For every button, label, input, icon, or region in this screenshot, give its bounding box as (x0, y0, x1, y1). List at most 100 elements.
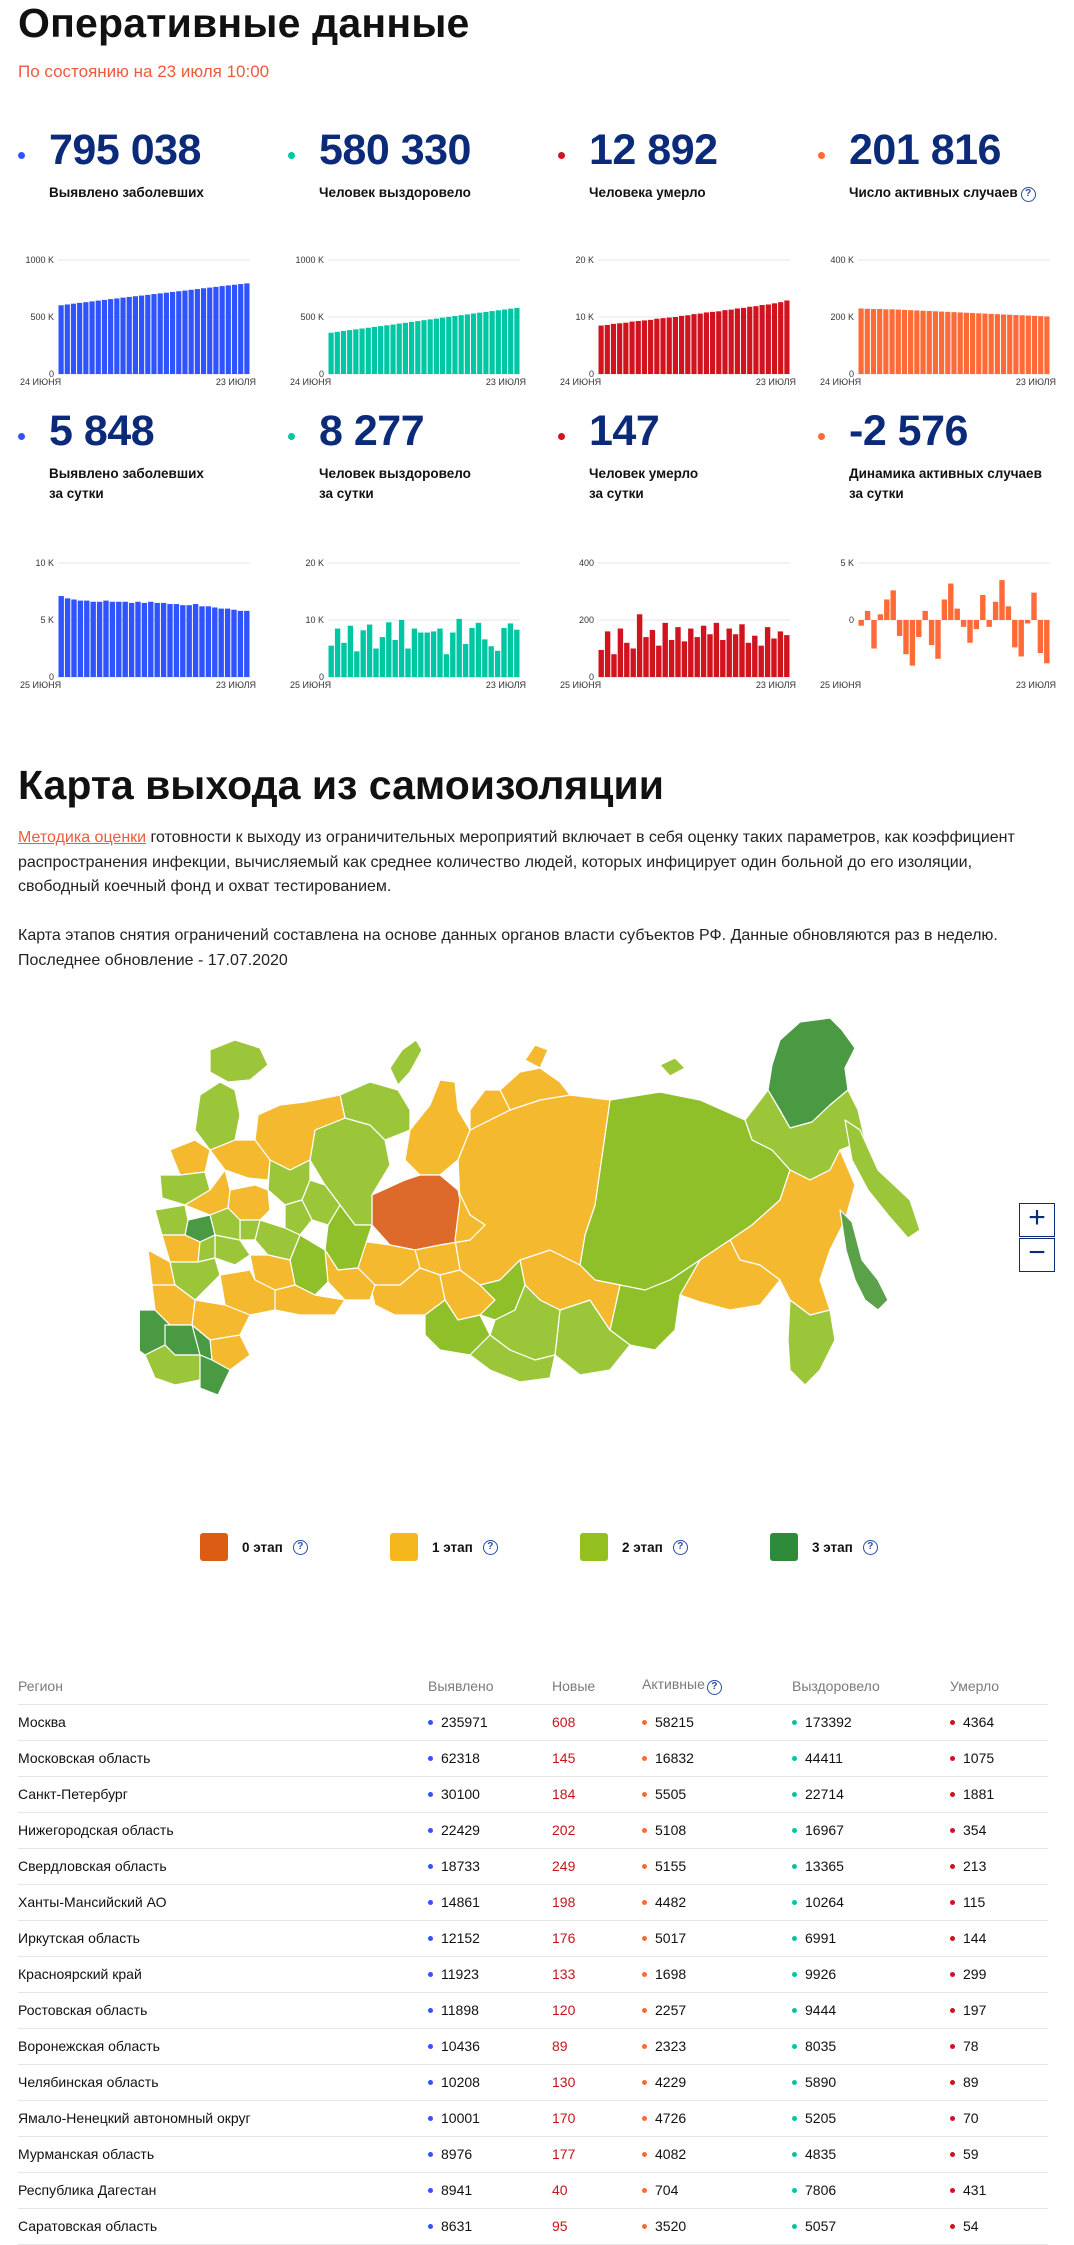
help-icon[interactable]: ? (292, 1539, 308, 1555)
region-kirov[interactable] (267, 1159, 311, 1206)
region-dagestan[interactable] (199, 1354, 231, 1396)
chart-bar (709, 311, 716, 374)
chart-bar (939, 311, 945, 374)
chart-bar (365, 327, 371, 374)
table-row[interactable]: Московская область 62318 145 16832 44411 1075 (18, 1740, 1048, 1777)
table-row[interactable]: Иркутская область 12152 176 5017 6991 144 (18, 1920, 1048, 1957)
chart-bar (334, 628, 341, 677)
help-icon[interactable]: ? (706, 1680, 722, 1696)
chart-bar (141, 602, 148, 677)
zoom-in-button[interactable]: + (1019, 1203, 1055, 1237)
stat-label-line2: за сутки (589, 486, 644, 501)
table-row[interactable]: Ростовская область 11898 120 2257 9444 197 (18, 1992, 1048, 2029)
chart-bar (199, 606, 205, 677)
cell-value: 704 (655, 2182, 679, 2198)
column-header[interactable]: Активные? (642, 1668, 792, 1705)
help-icon[interactable]: ? (672, 1539, 688, 1555)
help-icon[interactable]: ? (482, 1539, 498, 1555)
region-gydan[interactable] (469, 1089, 511, 1131)
chart-bar (390, 324, 396, 374)
table-row[interactable]: Красноярский край 11923 133 1698 9926 299 (18, 1956, 1048, 1993)
region-severnaya-zemlya[interactable] (524, 1044, 549, 1069)
chart-bar (482, 639, 488, 677)
column-header[interactable]: Умерло (950, 1668, 1048, 1705)
table-cell: 22429 (428, 1812, 552, 1849)
table-row[interactable]: Ханты-Мансийский АО 14861 198 4482 10264 115 (18, 1884, 1048, 1921)
region-kamchatka[interactable] (844, 1119, 921, 1239)
cell-value: 9926 (805, 1966, 837, 1982)
chart-bar (889, 309, 895, 374)
table-row[interactable]: Саратовская область 8631 95 3520 5057 54 (18, 2208, 1048, 2245)
chart-bar (224, 608, 231, 677)
cell-value: 4364 (963, 1714, 995, 1730)
chart-bar (976, 313, 982, 374)
table-row[interactable]: Ямало-Ненецкий автономный округ 10001 170 4… (18, 2100, 1048, 2137)
region-orenburg[interactable] (274, 1284, 346, 1316)
region-taimyr[interactable] (499, 1067, 571, 1111)
zoom-out-button[interactable]: − (1019, 1238, 1055, 1272)
region-chelyabinsk[interactable] (324, 1249, 376, 1301)
cell-value: Москва (18, 1714, 66, 1730)
map-description-text: готовности к выходу из ограничительных м… (18, 829, 1015, 895)
chart-bar (957, 312, 963, 374)
chart-bar (771, 303, 778, 374)
stat-chart: 400 K 200 K 024 ИЮНЯ 23 ИЮЛЯ (820, 255, 1056, 387)
region-amur[interactable] (679, 1239, 781, 1311)
chart-bar (469, 627, 475, 677)
chart-bar (439, 317, 446, 374)
stat-dot (18, 433, 25, 440)
russia-map[interactable] (140, 1010, 940, 1480)
column-header[interactable]: Новые (552, 1668, 642, 1705)
cell-value: Ростовская область (18, 2002, 148, 2018)
table-cell: 89 (552, 2028, 642, 2065)
cell-value: 5057 (805, 2218, 837, 2234)
table-row[interactable]: Республика Дагестан 8941 40 704 7806 431 (18, 2172, 1048, 2209)
column-header[interactable]: Регион (18, 1668, 428, 1705)
table-row[interactable]: Мурманская область 8976 177 4082 4835 59 (18, 2136, 1048, 2173)
table-row[interactable]: Свердловская область 18733 249 5155 13365 213 (18, 1848, 1048, 1885)
help-icon[interactable]: ? (862, 1539, 878, 1555)
region-primorye[interactable] (787, 1299, 836, 1386)
region-novaya-zemlya[interactable] (389, 1039, 423, 1086)
table-row[interactable]: Санкт-Петербург 30100 184 5505 22714 1881 (18, 1776, 1048, 1813)
region-karelia[interactable] (194, 1081, 241, 1151)
table-cell: Ростовская область (18, 1992, 428, 2029)
region-murmansk[interactable] (209, 1039, 269, 1083)
region-sakhalin[interactable] (839, 1209, 889, 1311)
column-header[interactable]: Выздоровело (792, 1668, 950, 1705)
table-cell: 5890 (792, 2064, 950, 2101)
cell-value: Московская область (18, 1750, 151, 1766)
table-cell: 40 (552, 2172, 642, 2209)
legend-item: 0 этап? (200, 1533, 308, 1561)
methodology-link[interactable]: Методика оценки (18, 829, 147, 846)
cell-value: 10001 (441, 2110, 480, 2126)
region-nenets[interactable] (339, 1081, 411, 1141)
region-tuva[interactable] (469, 1334, 556, 1383)
cell-value: 59 (963, 2146, 979, 2162)
table-cell: 4229 (642, 2064, 792, 2101)
chart-bar (784, 635, 790, 677)
chart-bar (1037, 620, 1044, 654)
region-udmurtia[interactable] (284, 1199, 313, 1236)
chart-bar (935, 620, 941, 659)
cell-value: 4229 (655, 2074, 687, 2090)
y-tick-label: 0 (849, 369, 854, 379)
cell-value: 22429 (441, 1822, 480, 1838)
table-cell: 130 (552, 2064, 642, 2101)
table-row[interactable]: Москва 235971 608 58215 173392 4364 (18, 1704, 1048, 1741)
cell-value: 354 (963, 1822, 987, 1838)
chart-bar (450, 632, 456, 677)
chart-bar (114, 298, 120, 374)
column-header[interactable]: Выявлено (428, 1668, 552, 1705)
help-icon[interactable]: ? (1020, 187, 1036, 202)
dot-icon (428, 1792, 433, 1797)
chart-bar (176, 291, 182, 374)
table-row[interactable]: Воронежская область 10436 89 2323 8035 78 (18, 2028, 1048, 2065)
region-kaluga-tula[interactable] (161, 1234, 201, 1263)
table-row[interactable]: Нижегородская область 22429 202 5108 16967 35… (18, 1812, 1048, 1849)
region-leningrad[interactable] (169, 1139, 211, 1176)
region-smolensk[interactable] (154, 1204, 189, 1236)
stat-dot (18, 152, 25, 159)
region-novosib-islands[interactable] (659, 1057, 686, 1077)
table-row[interactable]: Челябинская область 10208 130 4229 5890 89 (18, 2064, 1048, 2101)
